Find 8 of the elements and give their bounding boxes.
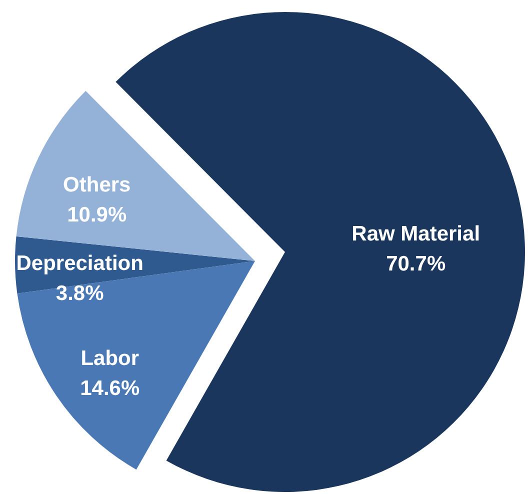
slice-label: Others [63, 174, 131, 197]
data-label: 3.8% [56, 282, 104, 305]
slice-label: Raw Material [352, 222, 480, 246]
data-label: 70.7% [386, 252, 446, 276]
slice-label: Labor [80, 347, 140, 370]
data-label: 10.9% [67, 204, 127, 227]
slice-label: Depreciation [16, 252, 144, 275]
data-label: 14.6% [80, 377, 140, 400]
